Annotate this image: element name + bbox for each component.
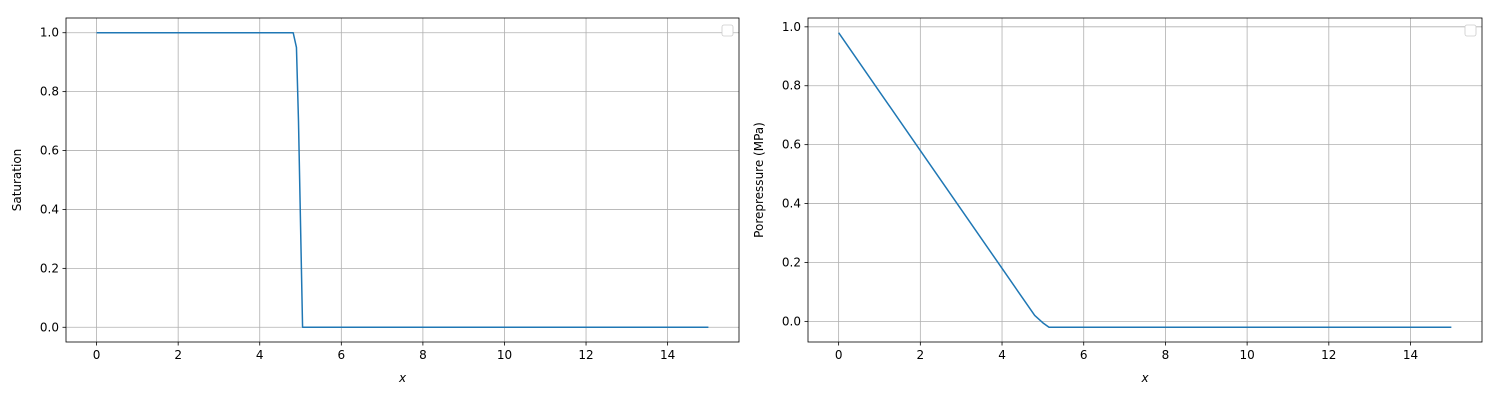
x-tick-label: 8 xyxy=(419,348,427,362)
y-tick-label: 0.0 xyxy=(40,320,59,334)
y-axis-label: Saturation xyxy=(10,149,24,212)
series-line xyxy=(96,31,709,329)
axes-frame xyxy=(807,17,1483,343)
x-tick-label: 0 xyxy=(835,348,843,362)
x-tick-label: 2 xyxy=(917,348,925,362)
legend-box xyxy=(721,24,734,37)
y-tick-label: 0.8 xyxy=(782,79,801,93)
x-tick-label: 2 xyxy=(174,348,182,362)
x-tick-label: 12 xyxy=(1321,348,1336,362)
y-axis-label: Porepressure (MPa) xyxy=(752,122,766,238)
y-tick-label: 1.0 xyxy=(40,26,59,40)
x-tick-label: 14 xyxy=(1403,348,1418,362)
legend-box xyxy=(1464,24,1477,37)
x-tick-label: 10 xyxy=(497,348,512,362)
x-tick-label: 0 xyxy=(93,348,101,362)
y-tick-label: 0.6 xyxy=(40,144,59,158)
y-tick-label: 0.8 xyxy=(40,85,59,99)
x-tick-label: 6 xyxy=(1080,348,1088,362)
y-tick-label: 0.0 xyxy=(782,314,801,328)
series-line xyxy=(838,32,1452,329)
y-tick-label: 0.4 xyxy=(40,202,59,216)
y-tick-label: 0.6 xyxy=(782,138,801,152)
x-tick-label: 4 xyxy=(998,348,1006,362)
axes-frame xyxy=(65,17,740,343)
x-axis-label: x xyxy=(398,371,407,385)
x-tick-label: 8 xyxy=(1162,348,1170,362)
chart-1: 0 2 4 6 8 10 12 14 0.0 0.2 0.4 0.6 0.8 1.0 x Saturation xyxy=(10,17,740,385)
x-axis-label: x xyxy=(1140,371,1149,385)
chart-2: 0 2 4 6 8 10 12 14 0.0 0.2 0.4 0.6 0.8 1.0 x Porepressu… xyxy=(752,17,1483,385)
y-tick-label: 0.2 xyxy=(40,261,59,275)
x-tick-label: 14 xyxy=(660,348,675,362)
x-tick-label: 12 xyxy=(578,348,593,362)
y-tick-label: 1.0 xyxy=(782,20,801,34)
y-tick-label: 0.4 xyxy=(782,197,801,211)
x-tick-label: 4 xyxy=(256,348,264,362)
y-tick-label: 0.2 xyxy=(782,255,801,269)
x-tick-label: 10 xyxy=(1239,348,1254,362)
x-tick-label: 6 xyxy=(337,348,345,362)
